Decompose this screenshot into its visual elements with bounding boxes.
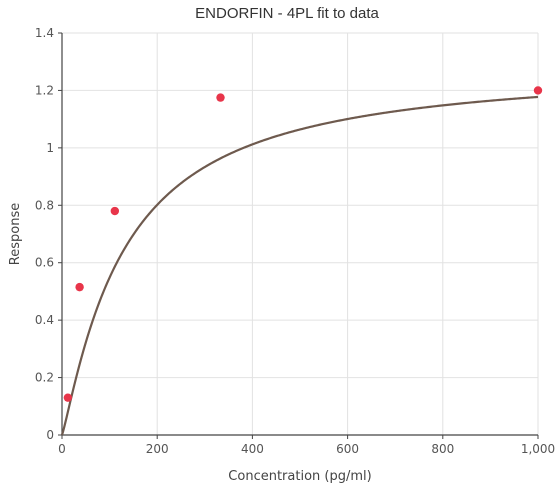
x-axis-title: Concentration (pg/ml) <box>228 469 371 484</box>
axes <box>61 33 538 436</box>
x-tick-label: 800 <box>431 442 454 456</box>
x-tick-label: 1,000 <box>521 442 555 456</box>
data-point <box>533 86 543 95</box>
x-tick-label: 200 <box>146 442 169 456</box>
y-tick-label: 1.4 <box>35 26 54 40</box>
y-tick-label: 0.8 <box>35 198 54 212</box>
data-points <box>63 86 543 402</box>
x-tick-label: 600 <box>336 442 359 456</box>
y-ticks: 0 0.2 0.4 0.6 0.8 1 1.2 1.4 <box>35 26 62 442</box>
x-ticks: 0 200 400 600 800 1,000 <box>58 435 555 456</box>
y-tick-label: 0.6 <box>35 256 54 270</box>
data-point <box>75 282 84 292</box>
x-tick-label: 0 <box>58 442 66 456</box>
chart-title: ENDORFIN - 4PL fit to data <box>195 5 379 22</box>
y-axis-title: Response <box>8 203 23 265</box>
y-tick-label: 0 <box>46 428 54 442</box>
data-point <box>216 93 225 102</box>
fit-curve-layer <box>60 95 539 436</box>
x-tick-label: 400 <box>241 442 264 456</box>
fit-curve-line <box>60 95 539 436</box>
grid <box>62 32 539 435</box>
data-point <box>110 206 120 216</box>
y-tick-label: 1 <box>46 141 54 155</box>
y-tick-label: 0.2 <box>35 371 54 385</box>
y-tick-label: 1.2 <box>35 83 54 97</box>
data-point <box>63 393 73 402</box>
y-tick-label: 0.4 <box>35 313 54 327</box>
